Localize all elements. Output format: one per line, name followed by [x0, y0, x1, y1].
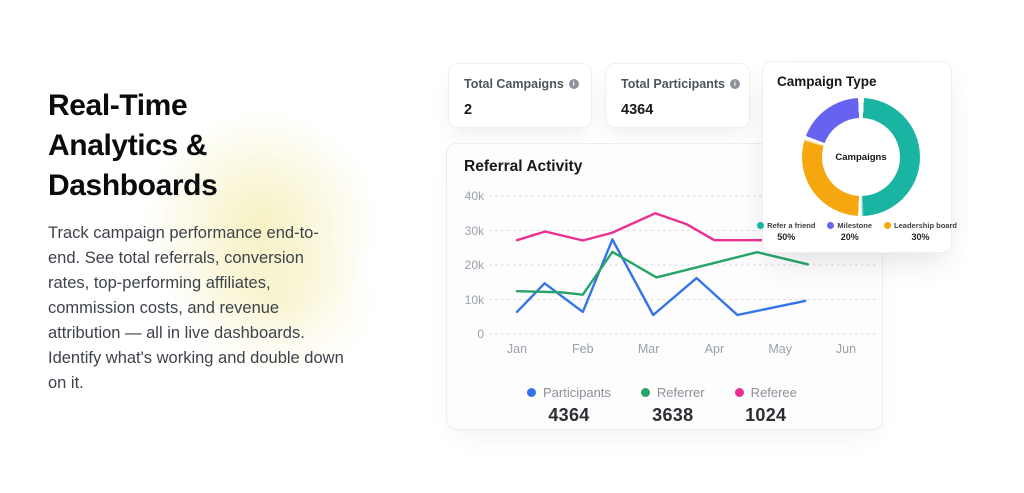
y-tick-label: 40k	[464, 189, 484, 203]
x-tick-label: Apr	[704, 342, 725, 356]
hero-section: Real-Time Analytics & Dashboards Track c…	[48, 86, 358, 396]
legend-dot-icon	[827, 222, 835, 229]
legend-dot-icon	[884, 222, 892, 229]
page-title: Real-Time Analytics & Dashboards	[48, 86, 358, 206]
legend-item-referrer[interactable]: Referrer 3638	[640, 385, 705, 426]
donut-chart-title: Campaign Type	[777, 74, 877, 89]
donut-legend-item-refer-a-friend[interactable]: Refer a friend 50%	[757, 221, 815, 242]
legend-total-value: 1024	[745, 405, 787, 425]
legend-percent: 30%	[911, 232, 930, 242]
donut-legend-item-milestone[interactable]: Milestone 20%	[827, 221, 872, 242]
line-chart-legend: Participants 4364 Referrer 3638 Referee 1024	[447, 385, 882, 426]
total-participants-card: Total Participants 4364	[605, 63, 750, 128]
stat-value: 2	[464, 102, 473, 118]
page-title-line: Real-Time	[48, 89, 188, 122]
y-tick-label: 10k	[464, 292, 484, 307]
legend-label: Milestone	[837, 221, 873, 230]
info-icon[interactable]	[568, 79, 579, 89]
page-title-line: Dashboards	[48, 169, 218, 202]
x-tick-label: May	[768, 342, 792, 356]
legend-label: Refer a friend	[767, 221, 816, 230]
legend-dot-icon	[640, 388, 650, 397]
series-line-referrer	[515, 250, 809, 296]
x-tick-label: Jan	[506, 342, 528, 356]
donut-legend-item-leadership-board[interactable]: Leadership board 30%	[884, 221, 957, 242]
legend-label: Referrer	[656, 385, 705, 400]
donut-chart[interactable]: Campaigns	[802, 98, 920, 216]
legend-percent: 50%	[777, 232, 796, 242]
campaign-type-card: Campaign Type Campaigns Refer a friend 50…	[757, 61, 957, 253]
hero-description: Track campaign performance end-to-end. S…	[48, 224, 344, 392]
donut-hole: Campaigns	[822, 118, 900, 196]
y-tick-label: 30k	[464, 223, 484, 238]
stat-value: 4364	[621, 102, 654, 118]
x-tick-label: Feb	[572, 342, 594, 356]
donut-center-label: Campaigns	[835, 151, 887, 163]
series-line-participants	[515, 238, 807, 317]
legend-percent: 20%	[840, 232, 859, 242]
legend-label: Participants	[543, 385, 611, 400]
legend-dot-icon	[527, 388, 536, 397]
legend-dot-icon	[734, 388, 744, 397]
page-title-line: Analytics &	[48, 129, 207, 162]
legend-item-referee[interactable]: Referee 1024	[734, 385, 797, 426]
total-campaigns-card: Total Campaigns 2	[448, 63, 592, 128]
y-tick-label: 0	[477, 327, 484, 341]
stat-label: Total Participants	[621, 77, 725, 91]
stat-label: Total Campaigns	[464, 77, 564, 91]
donut-legend: Refer a friend 50% Milestone 20% Leadership …	[757, 221, 957, 242]
legend-label: Leadership board	[894, 221, 957, 230]
line-chart-title: Referral Activity	[464, 158, 583, 175]
x-tick-label: Mar	[637, 342, 660, 356]
legend-total-value: 3638	[652, 405, 694, 425]
x-tick-label: Jun	[835, 342, 857, 356]
legend-label: Referee	[750, 385, 797, 400]
y-tick-label: 20k	[464, 258, 484, 272]
legend-dot-icon	[757, 222, 765, 229]
legend-item-participants[interactable]: Participants 4364	[527, 385, 611, 426]
info-icon[interactable]	[729, 79, 740, 89]
legend-total-value: 4364	[548, 405, 590, 425]
